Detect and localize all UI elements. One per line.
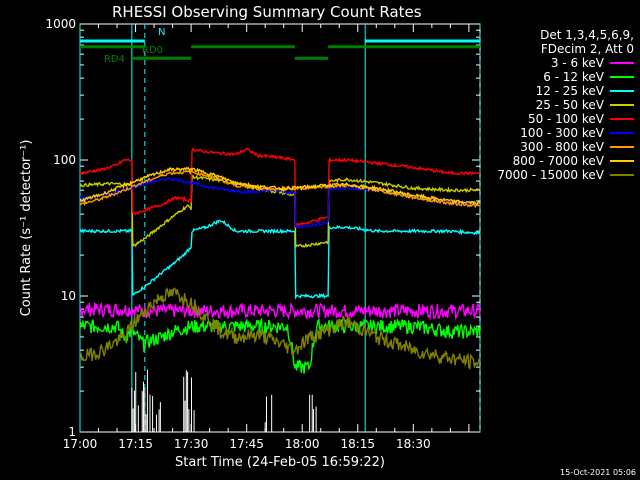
legend-entry: 50 - 100 keV	[480, 112, 634, 126]
y-tick-label: 1	[68, 425, 76, 439]
x-tick-label: 17:15	[118, 437, 153, 451]
legend-swatch	[610, 146, 634, 148]
series-line	[79, 317, 481, 374]
legend-label: 12 - 25 keV	[535, 84, 604, 98]
plot-frame	[79, 23, 481, 433]
legend-label: 25 - 50 keV	[535, 98, 604, 112]
legend-swatch	[610, 62, 634, 64]
legend-swatch	[610, 90, 634, 92]
legend-entry: 12 - 25 keV	[480, 84, 634, 98]
legend-label: 800 - 7000 keV	[512, 154, 604, 168]
segment-label: N	[158, 27, 165, 38]
legend-swatch	[610, 104, 634, 106]
legend-header-line1: Det 1,3,4,5,6,9,	[540, 28, 634, 42]
series-line	[79, 219, 481, 300]
x-tick-label: 18:15	[340, 437, 375, 451]
y-tick-label: 1000	[45, 17, 76, 31]
x-tick-label: 17:00	[63, 437, 98, 451]
series-line	[80, 287, 481, 370]
legend-label: 6 - 12 keV	[543, 70, 604, 84]
legend-swatch	[610, 76, 634, 78]
x-tick-label: 18:00	[285, 437, 320, 451]
legend-header-line2: FDecim 2, Att 0	[540, 42, 634, 56]
legend-swatch	[610, 160, 634, 162]
legend-swatch	[610, 118, 634, 120]
legend-entry: 25 - 50 keV	[480, 98, 634, 112]
legend-entry: 3 - 6 keV	[480, 56, 634, 70]
legend-label: 7000 - 15000 keV	[497, 168, 604, 182]
series-line	[79, 166, 481, 206]
legend-entry: 7000 - 15000 keV	[480, 168, 634, 182]
x-tick-label: 17:45	[229, 437, 264, 451]
legend-label: 300 - 800 keV	[520, 140, 604, 154]
x-tick-label: 17:30	[174, 437, 209, 451]
legend-label: 50 - 100 keV	[527, 112, 604, 126]
legend-entry: 300 - 800 keV	[480, 140, 634, 154]
y-tick-label: 10	[61, 289, 76, 303]
legend-label: 100 - 300 keV	[520, 126, 604, 140]
x-tick-label: 18:30	[396, 437, 431, 451]
series-line	[79, 174, 481, 248]
legend-entry: 6 - 12 keV	[480, 70, 634, 84]
legend-entry: 100 - 300 keV	[480, 126, 634, 140]
legend-entry: 800 - 7000 keV	[480, 154, 634, 168]
x-axis-label: Start Time (24-Feb-05 16:59:22)	[175, 455, 385, 470]
y-axis-label: Count Rate (s⁻¹ detector⁻¹)	[19, 140, 34, 317]
legend: Det 1,3,4,5,6,9, FDecim 2, Att 0 3 - 6 k…	[480, 28, 634, 182]
segment-label: RD0	[142, 45, 163, 56]
timestamp-footer: 15-Oct-2021 05:06	[560, 468, 636, 477]
legend-label: 3 - 6 keV	[550, 56, 604, 70]
chart-title: RHESSI Observing Summary Count Rates	[112, 3, 422, 21]
series-line	[79, 146, 481, 228]
y-tick-label: 100	[53, 153, 76, 167]
legend-swatch	[610, 174, 634, 176]
segment-label: RD4	[104, 54, 125, 65]
legend-swatch	[610, 132, 634, 134]
